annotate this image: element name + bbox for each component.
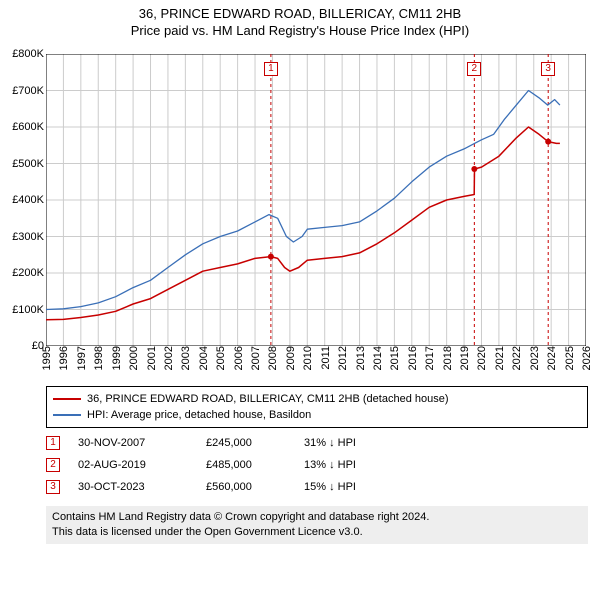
legend-swatch <box>53 398 81 400</box>
x-tick-label: 2007 <box>248 346 262 370</box>
legend-swatch <box>53 414 81 416</box>
x-tick-label: 2015 <box>387 346 401 370</box>
y-tick-label: £300K <box>12 231 46 243</box>
event-row-marker: 3 <box>46 480 60 494</box>
x-tick-label: 2008 <box>265 346 279 370</box>
event-row-marker: 2 <box>46 458 60 472</box>
legend-item: 36, PRINCE EDWARD ROAD, BILLERICAY, CM11… <box>53 391 581 407</box>
x-tick-label: 1995 <box>39 346 53 370</box>
price-chart: £0£100K£200K£300K£400K£500K£600K£700K£80… <box>46 54 586 346</box>
legend: 36, PRINCE EDWARD ROAD, BILLERICAY, CM11… <box>46 386 588 428</box>
x-tick-label: 2009 <box>283 346 297 370</box>
legend-label: 36, PRINCE EDWARD ROAD, BILLERICAY, CM11… <box>87 393 449 405</box>
y-tick-label: £200K <box>12 267 46 279</box>
event-row: 1 30-NOV-2007 £245,000 31% ↓ HPI <box>46 432 588 454</box>
attribution-footer: Contains HM Land Registry data © Crown c… <box>46 506 588 544</box>
event-marker-3: 3 <box>541 62 555 76</box>
event-diff: 15% ↓ HPI <box>304 481 588 493</box>
x-tick-label: 2024 <box>544 346 558 370</box>
chart-svg <box>46 54 586 346</box>
x-tick-label: 2019 <box>457 346 471 370</box>
event-marker-2: 2 <box>467 62 481 76</box>
event-price: £245,000 <box>206 437 286 449</box>
x-tick-label: 2023 <box>527 346 541 370</box>
event-diff: 31% ↓ HPI <box>304 437 588 449</box>
y-tick-label: £400K <box>12 194 46 206</box>
x-tick-label: 2005 <box>213 346 227 370</box>
y-tick-label: £100K <box>12 304 46 316</box>
x-tick-label: 1997 <box>74 346 88 370</box>
events-table: 1 30-NOV-2007 £245,000 31% ↓ HPI 2 02-AUG-201… <box>46 432 588 498</box>
chart-title-block: 36, PRINCE EDWARD ROAD, BILLERICAY, CM11… <box>0 0 600 38</box>
y-tick-label: £500K <box>12 158 46 170</box>
x-tick-label: 2002 <box>161 346 175 370</box>
x-tick-label: 2012 <box>335 346 349 370</box>
x-tick-label: 2016 <box>405 346 419 370</box>
event-date: 30-NOV-2007 <box>78 437 188 449</box>
event-date: 30-OCT-2023 <box>78 481 188 493</box>
x-tick-label: 2017 <box>422 346 436 370</box>
event-price: £485,000 <box>206 459 286 471</box>
x-tick-label: 1996 <box>56 346 70 370</box>
x-tick-label: 2021 <box>492 346 506 370</box>
chart-title-line2: Price paid vs. HM Land Registry's House … <box>0 23 600 38</box>
event-diff: 13% ↓ HPI <box>304 459 588 471</box>
legend-item: HPI: Average price, detached house, Basi… <box>53 407 581 423</box>
x-tick-label: 2020 <box>474 346 488 370</box>
event-price: £560,000 <box>206 481 286 493</box>
event-row-marker: 1 <box>46 436 60 450</box>
chart-title-line1: 36, PRINCE EDWARD ROAD, BILLERICAY, CM11… <box>0 6 600 21</box>
x-tick-label: 2003 <box>178 346 192 370</box>
y-tick-label: £800K <box>12 48 46 60</box>
x-tick-label: 1999 <box>109 346 123 370</box>
attribution-line2: This data is licensed under the Open Gov… <box>52 525 582 540</box>
x-tick-label: 2006 <box>231 346 245 370</box>
event-row: 3 30-OCT-2023 £560,000 15% ↓ HPI <box>46 476 588 498</box>
event-date: 02-AUG-2019 <box>78 459 188 471</box>
x-tick-label: 2000 <box>126 346 140 370</box>
event-row: 2 02-AUG-2019 £485,000 13% ↓ HPI <box>46 454 588 476</box>
x-tick-label: 2014 <box>370 346 384 370</box>
x-tick-label: 2011 <box>318 346 332 370</box>
y-tick-label: £600K <box>12 121 46 133</box>
x-tick-label: 2013 <box>353 346 367 370</box>
x-tick-label: 2026 <box>579 346 593 370</box>
event-marker-1: 1 <box>264 62 278 76</box>
x-tick-label: 2001 <box>144 346 158 370</box>
series-line <box>46 127 560 320</box>
y-tick-label: £700K <box>12 85 46 97</box>
x-tick-label: 2010 <box>300 346 314 370</box>
x-tick-label: 2004 <box>196 346 210 370</box>
x-tick-label: 2018 <box>440 346 454 370</box>
attribution-line1: Contains HM Land Registry data © Crown c… <box>52 510 582 525</box>
x-tick-label: 1998 <box>91 346 105 370</box>
x-tick-label: 2022 <box>509 346 523 370</box>
legend-label: HPI: Average price, detached house, Basi… <box>87 409 311 421</box>
x-tick-label: 2025 <box>562 346 576 370</box>
